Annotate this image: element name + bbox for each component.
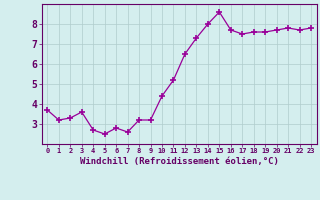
X-axis label: Windchill (Refroidissement éolien,°C): Windchill (Refroidissement éolien,°C) <box>80 157 279 166</box>
